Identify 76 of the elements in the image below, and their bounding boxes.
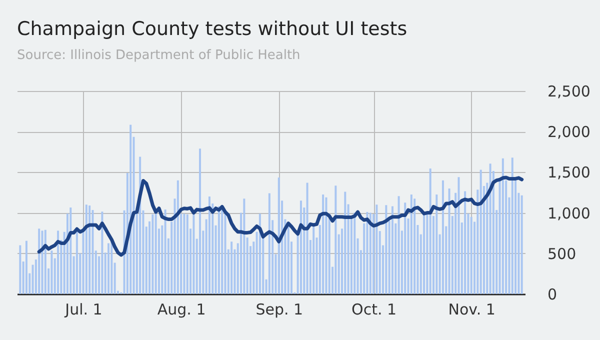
x-tick-label: Nov. 1 [448, 300, 496, 318]
bar [192, 212, 195, 294]
bar [44, 230, 46, 294]
bar [312, 226, 315, 294]
bar [398, 196, 400, 294]
bar [436, 194, 438, 294]
bar [334, 186, 337, 294]
x-tick-label: Aug. 1 [157, 300, 206, 318]
bar [76, 232, 78, 294]
bar [391, 206, 394, 294]
bar [208, 196, 210, 294]
bar [322, 194, 324, 294]
bar [88, 205, 91, 294]
bar [50, 250, 53, 294]
bar [224, 212, 226, 294]
bar [199, 148, 202, 294]
x-tick-label: Oct. 1 [352, 300, 397, 318]
bar [25, 240, 28, 294]
bar [502, 158, 504, 294]
bar [306, 182, 308, 294]
bar [354, 212, 356, 294]
bar [186, 214, 188, 294]
bar [464, 191, 466, 294]
bar [278, 177, 280, 294]
x-tick-label: Jul. 1 [64, 300, 102, 318]
line-series [37, 176, 524, 257]
bar [108, 243, 110, 294]
bar [152, 214, 154, 294]
y-tick-label: 0 [548, 286, 558, 304]
bar [243, 198, 246, 294]
bar [369, 212, 372, 294]
bar [268, 193, 270, 294]
bar [458, 177, 460, 294]
bar [520, 195, 523, 294]
y-tick-label: 500 [548, 244, 576, 263]
bar [404, 202, 406, 294]
bar [57, 230, 60, 294]
bar [101, 212, 104, 294]
y-tick-label: 2,500 [548, 82, 590, 100]
bar [429, 168, 432, 294]
bar [325, 197, 328, 294]
y-tick-label: 1,000 [548, 204, 590, 222]
bar [19, 245, 22, 294]
bar [183, 214, 186, 294]
bar [230, 242, 233, 294]
bar [489, 164, 492, 294]
bar [130, 124, 132, 294]
bar [38, 228, 40, 294]
source-note: Source: Illinois Department of Public Health [17, 48, 300, 63]
bar [85, 204, 88, 294]
bar [480, 170, 482, 294]
bar [376, 204, 378, 294]
bar [258, 214, 261, 294]
bar [511, 158, 514, 294]
bar [287, 222, 290, 294]
bar [221, 208, 224, 294]
bar [423, 214, 426, 294]
chart-title: Champaign County tests without UI tests [17, 18, 408, 40]
x-tick-label: Sep. 1 [256, 300, 304, 318]
bar [442, 180, 444, 294]
bar [414, 198, 416, 294]
bar [366, 212, 368, 294]
bar [176, 180, 179, 294]
y-tick-label: 1,500 [548, 164, 590, 182]
bar [218, 206, 220, 294]
bar [385, 205, 388, 294]
bar [164, 210, 166, 294]
bar [92, 210, 94, 294]
bar [410, 194, 412, 294]
y-tick-label: 2,000 [548, 123, 590, 142]
bar [470, 216, 472, 294]
bar [41, 230, 44, 294]
bar [448, 188, 450, 294]
bar [70, 208, 72, 294]
bar [300, 200, 302, 294]
bar [344, 192, 346, 294]
